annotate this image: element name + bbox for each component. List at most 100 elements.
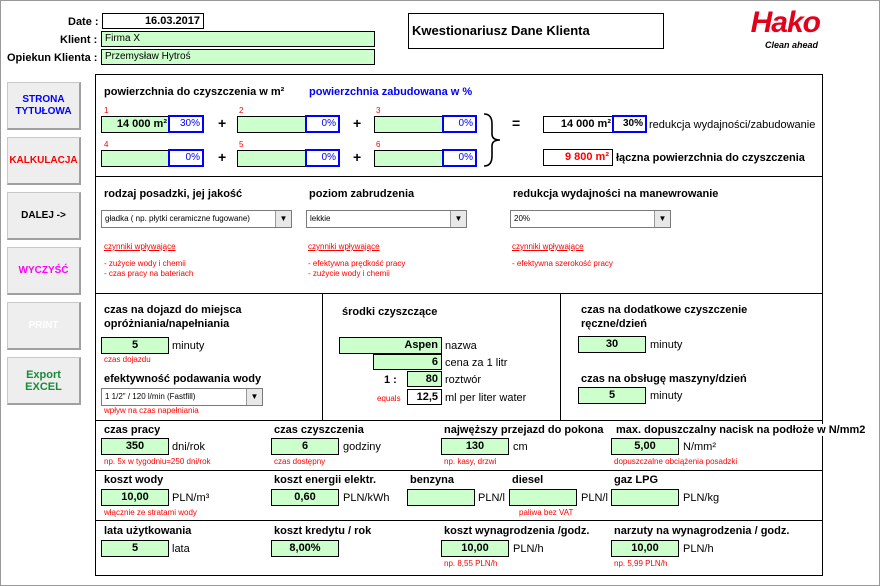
plus-sign: +	[218, 149, 227, 165]
area-number-1: 1	[104, 106, 109, 115]
title-box: Kwestionariusz Dane Klienta	[408, 13, 664, 49]
total-area: 9 800 m²	[543, 149, 613, 166]
markup-unit: PLN/h	[683, 543, 714, 555]
lpg-unit: PLN/kg	[683, 492, 720, 504]
work-note: np. 5x w tygodniu=250 dni/rok	[104, 457, 211, 466]
built-3-input[interactable]: 0%	[442, 115, 477, 133]
maneuver-select-value: 20%	[514, 214, 531, 223]
work-label: czas pracy	[104, 424, 161, 436]
chevron-down-icon[interactable]: ▼	[246, 389, 262, 405]
divider	[95, 176, 823, 177]
years-unit: lata	[172, 543, 190, 555]
years-input[interactable]: 5	[101, 540, 169, 557]
chevron-down-icon[interactable]: ▼	[450, 211, 466, 227]
water-cost-unit: PLN/m³	[172, 492, 210, 504]
diesel-input[interactable]	[509, 489, 577, 506]
kalkulacja-button[interactable]: KALKULACJA	[7, 137, 81, 185]
dalej-button[interactable]: DALEJ ->	[7, 192, 81, 240]
travel-unit: minuty	[172, 340, 205, 352]
dirt-factor-1: - efektywna prędkość pracy	[308, 259, 406, 268]
date-field[interactable]: 16.03.2017	[102, 13, 204, 29]
extra-label-2: ręczne/dzień	[581, 318, 648, 330]
equals-sign: =	[512, 115, 521, 131]
energy-input[interactable]: 0,60	[271, 489, 339, 506]
maneuver-label: redukcja wydajności na manewrowanie	[513, 188, 719, 200]
water-cost-note: włącznie ze stratami wody	[104, 508, 197, 517]
service-unit: minuty	[650, 390, 683, 402]
maneuver-select[interactable]: 20% ▼	[510, 210, 671, 228]
chem-name-label: nazwa	[445, 340, 477, 352]
work-input[interactable]: 350	[101, 438, 169, 455]
extra-unit: minuty	[650, 339, 683, 351]
floor-select-value: gładka ( np. płytki ceramiczne fugowane)	[105, 214, 250, 223]
built-6-input[interactable]: 0%	[442, 149, 477, 167]
floor-factor-2: - czas pracy na bateriach	[104, 269, 194, 278]
strona-tytulowa-button[interactable]: STRONA TYTUŁOWA	[7, 82, 81, 130]
chem-ratio-input[interactable]: 80	[407, 371, 442, 387]
service-label: czas na obsługę maszyny/dzień	[581, 373, 747, 385]
plus-sign: +	[353, 149, 362, 165]
lpg-input[interactable]	[611, 489, 679, 506]
dirt-factor-2: - zużycie wody i chemii	[308, 269, 390, 278]
water-cost-input[interactable]: 10,00	[101, 489, 169, 506]
built-5-input[interactable]: 0%	[305, 149, 340, 167]
built-label: powierzchnia zabudowana w %	[309, 86, 473, 98]
area-2-input[interactable]	[237, 116, 309, 133]
floor-select[interactable]: gładka ( np. płytki ceramiczne fugowane)…	[101, 210, 292, 228]
area-3-input[interactable]	[374, 116, 446, 133]
divider	[560, 293, 561, 420]
years-label: lata użytkowania	[104, 525, 192, 537]
opiekun-field[interactable]: Przemysław Hytroś	[101, 49, 375, 65]
chevron-down-icon[interactable]: ▼	[654, 211, 670, 227]
print-button[interactable]: PRINT	[7, 302, 81, 350]
chem-price-input[interactable]: 6	[373, 354, 442, 370]
petrol-input[interactable]	[407, 489, 475, 506]
brace-icon	[483, 113, 501, 167]
press-note: dopuszczalne obciążenia posadzki	[614, 457, 738, 466]
pass-note: np. kasy, drzwi	[444, 457, 497, 466]
client-field[interactable]: Firma X	[101, 31, 375, 47]
area-1-input[interactable]: 14 000 m²	[101, 116, 171, 133]
pass-input[interactable]: 130	[441, 438, 509, 455]
opiekun-label: Opiekun Klienta :	[7, 52, 98, 64]
travel-input[interactable]: 5	[101, 337, 169, 354]
service-input[interactable]: 5	[578, 387, 646, 404]
water-flow-select[interactable]: 1 1/2" / 120 l/min (Fastfill) ▼	[101, 388, 263, 406]
divider	[95, 470, 823, 471]
chem-ratio-label: roztwór	[445, 374, 482, 386]
built-2-input[interactable]: 0%	[305, 115, 340, 133]
extra-input[interactable]: 30	[578, 336, 646, 353]
credit-input[interactable]: 8,00%	[271, 540, 339, 557]
press-unit: N/mm²	[683, 441, 716, 453]
dirt-select[interactable]: lekkie ▼	[306, 210, 467, 228]
divider	[95, 420, 823, 421]
plus-sign: +	[218, 115, 227, 131]
built-1-input[interactable]: 30%	[168, 115, 204, 133]
chem-name-input[interactable]: Aspen	[339, 337, 442, 354]
diesel-note: paliwa bez VAT	[519, 508, 574, 517]
water-flow-label: efektywność podawania wody	[104, 373, 262, 385]
markup-input[interactable]: 10,00	[611, 540, 679, 557]
divider	[95, 520, 823, 521]
area-5-input[interactable]	[237, 150, 309, 167]
clean-input[interactable]: 6	[271, 438, 339, 455]
travel-note: czas dojazdu	[104, 355, 151, 364]
area-number-5: 5	[239, 140, 244, 149]
press-input[interactable]: 5,00	[611, 438, 679, 455]
result-pct: 30%	[612, 115, 647, 133]
energy-unit: PLN/kWh	[343, 492, 390, 504]
chem-ml-value: 12,5	[407, 389, 442, 405]
extra-label-1: czas na dodatkowe czyszczenie	[581, 304, 748, 316]
area-number-2: 2	[239, 106, 244, 115]
markup-label: narzuty na wynagrodzenia / godz.	[614, 525, 790, 537]
travel-label-1: czas na dojazd do miejsca	[104, 304, 242, 316]
logo-text: Hako	[750, 6, 821, 39]
built-4-input[interactable]: 0%	[168, 149, 204, 167]
wage-input[interactable]: 10,00	[441, 540, 509, 557]
wyczysc-button[interactable]: WYCZYŚĆ	[7, 247, 81, 295]
work-unit: dni/rok	[172, 441, 206, 453]
area-4-input[interactable]	[101, 150, 171, 167]
area-6-input[interactable]	[374, 150, 446, 167]
export-excel-button[interactable]: Export EXCEL	[7, 357, 81, 405]
chevron-down-icon[interactable]: ▼	[275, 211, 291, 227]
